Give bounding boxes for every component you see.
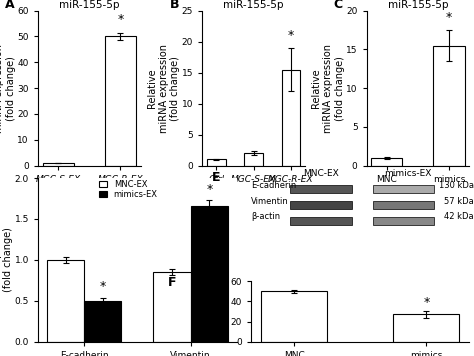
Bar	[154, 272, 191, 342]
Bar	[207, 159, 226, 166]
Bar	[47, 260, 84, 342]
Text: *: *	[100, 281, 106, 293]
Bar	[244, 153, 263, 166]
Text: 42 kDa: 42 kDa	[444, 212, 474, 221]
Bar	[261, 291, 327, 342]
Text: *: *	[288, 28, 294, 42]
FancyBboxPatch shape	[291, 201, 352, 209]
Title: miR-155-5p: miR-155-5p	[388, 0, 448, 10]
Bar	[371, 158, 402, 166]
Text: B: B	[169, 0, 179, 11]
Text: MNC-EX: MNC-EX	[303, 169, 339, 178]
FancyBboxPatch shape	[374, 185, 434, 193]
FancyBboxPatch shape	[291, 185, 352, 193]
Text: *: *	[117, 14, 124, 26]
Legend: MNC-EX, mimics-EX: MNC-EX, mimics-EX	[98, 179, 158, 200]
Text: *: *	[206, 183, 212, 196]
Bar	[282, 69, 300, 166]
Text: *: *	[446, 11, 452, 24]
Bar	[43, 163, 74, 166]
Text: E: E	[212, 171, 220, 184]
Text: Vimentin: Vimentin	[251, 197, 289, 205]
Bar	[105, 37, 136, 166]
Text: 130 kDa: 130 kDa	[438, 181, 474, 190]
Y-axis label: Relative
miRNA expression
(fold change): Relative miRNA expression (fold change)	[311, 44, 345, 133]
Text: β-actin: β-actin	[251, 212, 280, 221]
Text: 57 kDa: 57 kDa	[444, 197, 474, 205]
Text: mimics-EX: mimics-EX	[384, 169, 432, 178]
Bar	[433, 46, 465, 166]
FancyBboxPatch shape	[291, 217, 352, 225]
Text: A: A	[5, 0, 15, 11]
Text: E-cadherin: E-cadherin	[251, 181, 296, 190]
FancyBboxPatch shape	[374, 217, 434, 225]
Text: *: *	[423, 295, 429, 309]
Title: miR-155-5p: miR-155-5p	[59, 0, 119, 10]
Bar	[393, 314, 459, 342]
Y-axis label: Relative
miRNA expression
(fold change): Relative miRNA expression (fold change)	[0, 44, 16, 133]
Bar	[191, 206, 228, 342]
Text: C: C	[334, 0, 343, 11]
Y-axis label: Relative
mRNA expression
(fold change): Relative mRNA expression (fold change)	[0, 217, 13, 303]
FancyBboxPatch shape	[374, 201, 434, 209]
Bar	[84, 301, 121, 342]
Y-axis label: Inhibition
rate (%): Inhibition rate (%)	[208, 288, 229, 334]
Text: F: F	[168, 276, 177, 289]
Title: miR-155-5p: miR-155-5p	[223, 0, 284, 10]
Y-axis label: Relative
miRNA expression
(fold change): Relative miRNA expression (fold change)	[147, 44, 180, 133]
